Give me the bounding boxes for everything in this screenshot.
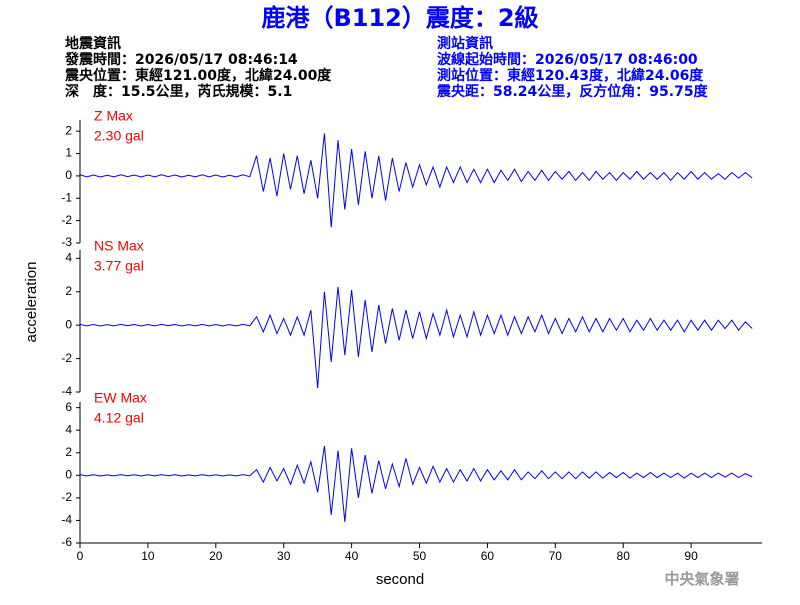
info-left: 震央位置：東經121.00度，北緯24.00度	[64, 67, 332, 84]
annotation: NS Max	[94, 238, 144, 254]
y-tick-label: 6	[65, 400, 72, 414]
x-tick-label: 30	[277, 549, 291, 563]
annotation: 2.30 gal	[94, 128, 144, 144]
x-tick-label: 50	[413, 549, 427, 563]
info-right: 測站位置：東經120.43度，北緯24.06度	[437, 67, 704, 84]
y-tick-label: -4	[61, 513, 72, 527]
annotation: EW Max	[94, 390, 147, 406]
y-tick-label: -2	[61, 490, 72, 504]
info-left: 深 度：15.5公里，芮氏規模：5.1	[65, 83, 292, 100]
x-tick-label: 40	[345, 549, 359, 563]
info-left: 地震資訊	[65, 35, 121, 52]
y-tick-label: -3	[61, 235, 72, 249]
annotation: 3.77 gal	[94, 258, 144, 274]
info-left: 發震時間：2026/05/17 08:46:14	[64, 51, 298, 68]
y-tick-label: 0	[65, 467, 72, 481]
x-axis-label: second	[376, 571, 424, 588]
y-tick-label: 0	[65, 317, 72, 331]
y-tick-label: 2	[65, 284, 72, 298]
y-tick-label: 0	[65, 168, 72, 182]
waveform	[79, 445, 753, 522]
y-tick-label: 2	[65, 445, 72, 459]
x-tick-label: 20	[209, 549, 223, 563]
y-tick-label: 2	[65, 123, 72, 137]
y-tick-label: -2	[61, 351, 72, 365]
x-tick-label: 70	[549, 549, 563, 563]
y-tick-label: -2	[61, 213, 72, 227]
info-right: 測站資訊	[437, 35, 493, 52]
x-tick-label: 60	[481, 549, 495, 563]
y-axis-label: acceleration	[23, 262, 40, 343]
y-tick-label: 4	[65, 422, 72, 436]
info-right: 震央距：58.24公里，反方位角：95.75度	[436, 83, 709, 100]
x-tick-label: 90	[684, 549, 698, 563]
y-tick-label: -6	[61, 535, 72, 549]
annotation: 4.12 gal	[94, 410, 144, 426]
x-tick-label: 0	[77, 549, 84, 563]
footer: 中央氣象署	[664, 570, 739, 588]
y-tick-label: 1	[65, 146, 72, 160]
x-tick-label: 80	[617, 549, 631, 563]
y-tick-label: -4	[61, 384, 72, 398]
annotation: Z Max	[94, 108, 133, 124]
y-tick-label: -1	[61, 190, 72, 204]
x-tick-label: 10	[141, 549, 155, 563]
info-right: 波線起始時間：2026/05/17 08:46:00	[437, 51, 698, 68]
waveform	[79, 133, 753, 228]
title: 鹿港（B112）震度：2級	[261, 4, 538, 32]
waveform	[79, 286, 753, 389]
y-tick-label: 4	[65, 251, 72, 265]
